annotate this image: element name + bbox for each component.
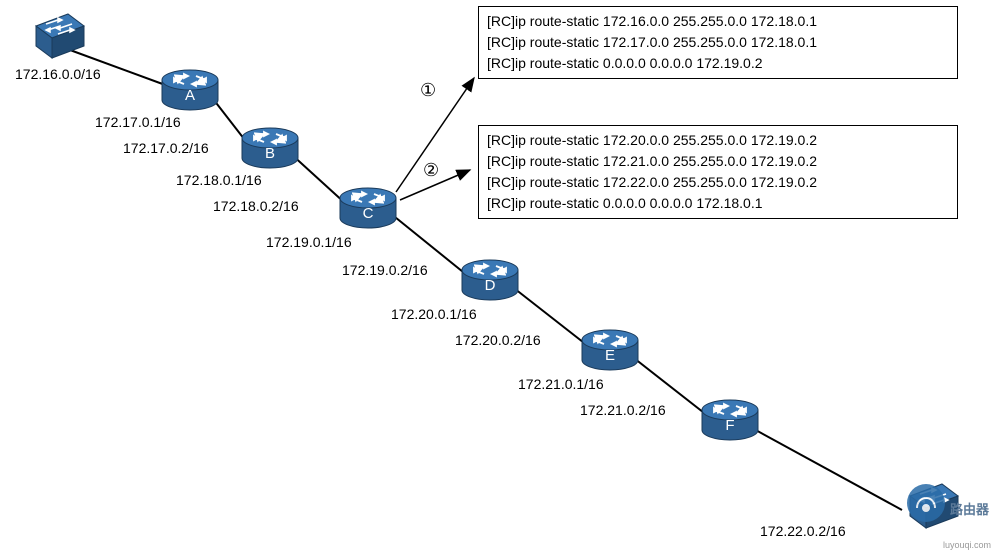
ip-label: 172.19.0.2/16 xyxy=(342,262,428,278)
annotation-number: ① xyxy=(420,80,436,101)
router-label: D xyxy=(485,277,496,294)
diagram-canvas: A B C D E F xyxy=(0,0,993,552)
ip-label: 172.20.0.1/16 xyxy=(391,306,477,322)
config-line: [RC]ip route-static 172.22.0.0 255.255.0… xyxy=(487,172,949,193)
router-label: A xyxy=(185,87,195,104)
config-line: [RC]ip route-static 172.17.0.0 255.255.0… xyxy=(487,32,949,53)
router-label: E xyxy=(605,347,615,364)
ip-label: 172.22.0.2/16 xyxy=(760,523,846,539)
config-line: [RC]ip route-static 172.16.0.0 255.255.0… xyxy=(487,11,949,32)
connection-line xyxy=(752,428,902,510)
config-line: [RC]ip route-static 0.0.0.0 0.0.0.0 172.… xyxy=(487,53,949,74)
ip-label: 172.21.0.1/16 xyxy=(518,376,604,392)
switch-icon xyxy=(36,14,84,58)
ip-label: 172.21.0.2/16 xyxy=(580,402,666,418)
config-line: [RC]ip route-static 172.21.0.0 255.255.0… xyxy=(487,151,949,172)
ip-label: 172.16.0.0/16 xyxy=(15,66,101,82)
annotation-number: ② xyxy=(423,160,439,181)
ip-label: 172.18.0.2/16 xyxy=(213,198,299,214)
watermark-url: luyouqi.com xyxy=(943,540,991,550)
ip-label: 172.18.0.1/16 xyxy=(176,172,262,188)
router-label: C xyxy=(363,205,374,222)
config-line: [RC]ip route-static 0.0.0.0 0.0.0.0 172.… xyxy=(487,193,949,214)
ip-label: 172.19.0.1/16 xyxy=(266,234,352,250)
router-label: B xyxy=(265,145,275,162)
ip-label: 172.17.0.1/16 xyxy=(95,114,181,130)
ip-label: 172.20.0.2/16 xyxy=(455,332,541,348)
connection-line xyxy=(290,153,346,204)
ip-label: 172.17.0.2/16 xyxy=(123,140,209,156)
config-box: [RC]ip route-static 172.20.0.0 255.255.0… xyxy=(478,125,958,219)
watermark-brand: 路由器 xyxy=(950,499,989,518)
config-line: [RC]ip route-static 172.20.0.0 255.255.0… xyxy=(487,130,949,151)
watermark-icon xyxy=(907,484,945,522)
router-label: F xyxy=(725,417,734,434)
config-box: [RC]ip route-static 172.16.0.0 255.255.0… xyxy=(478,6,958,79)
